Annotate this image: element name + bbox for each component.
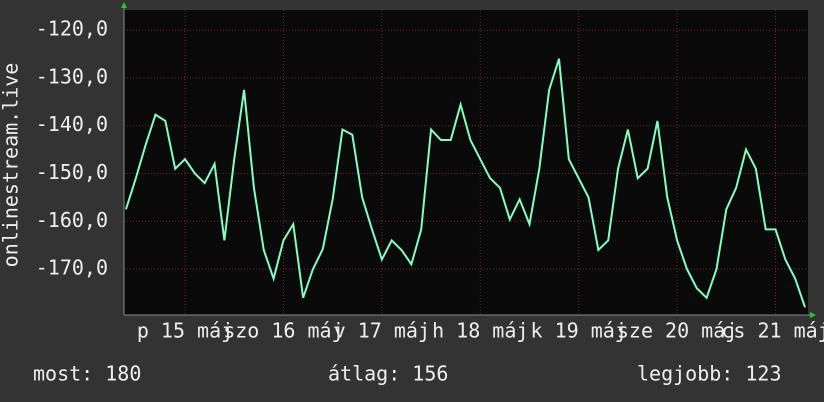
stat-label: most: 180	[33, 362, 141, 386]
x-tick-label: k 19 máj	[531, 319, 627, 343]
y-axis-label: onlinestream.live	[0, 63, 23, 268]
stat-label: legjobb: 123	[637, 362, 782, 386]
y-tick-label: -160,0	[36, 208, 108, 232]
x-tick-label: p 15 máj	[137, 319, 233, 343]
stat-label: átlag: 156	[328, 362, 448, 386]
x-tick-label: cs 21 máj	[721, 319, 824, 343]
x-tick-label: sze 20 máj	[617, 319, 737, 343]
y-tick-label: -150,0	[36, 160, 108, 184]
axis-arrow	[121, 2, 127, 8]
y-tick-label: -170,0	[36, 256, 108, 280]
x-tick-label: h 18 máj	[432, 319, 528, 343]
data-line	[125, 58, 806, 308]
y-tick-label: -130,0	[36, 64, 108, 88]
x-tick-label: szo 16 máj	[223, 319, 343, 343]
y-tick-label: -120,0	[36, 17, 108, 41]
x-tick-label: v 17 máj	[334, 319, 430, 343]
axis-arrow	[810, 312, 816, 318]
y-tick-label: -140,0	[36, 112, 108, 136]
plot-area	[124, 10, 808, 315]
